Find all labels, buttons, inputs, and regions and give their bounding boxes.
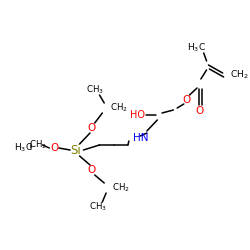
Text: CH$_3$: CH$_3$ xyxy=(86,84,104,96)
Text: O: O xyxy=(196,106,204,116)
Text: Si: Si xyxy=(70,144,81,156)
Text: O: O xyxy=(50,143,58,153)
Text: H$_3$C: H$_3$C xyxy=(187,42,206,54)
Text: HN: HN xyxy=(133,133,148,143)
Text: H$_3$C: H$_3$C xyxy=(14,142,33,154)
Text: HO: HO xyxy=(130,110,145,120)
Text: O: O xyxy=(88,123,96,133)
Text: CH$_2$: CH$_2$ xyxy=(29,139,47,151)
Text: O: O xyxy=(182,95,191,105)
Text: CH$_3$: CH$_3$ xyxy=(89,201,106,213)
Text: O: O xyxy=(88,165,96,175)
Text: CH$_2$: CH$_2$ xyxy=(110,102,128,114)
Text: CH$_2$: CH$_2$ xyxy=(230,69,249,81)
Text: CH$_2$: CH$_2$ xyxy=(112,182,130,194)
